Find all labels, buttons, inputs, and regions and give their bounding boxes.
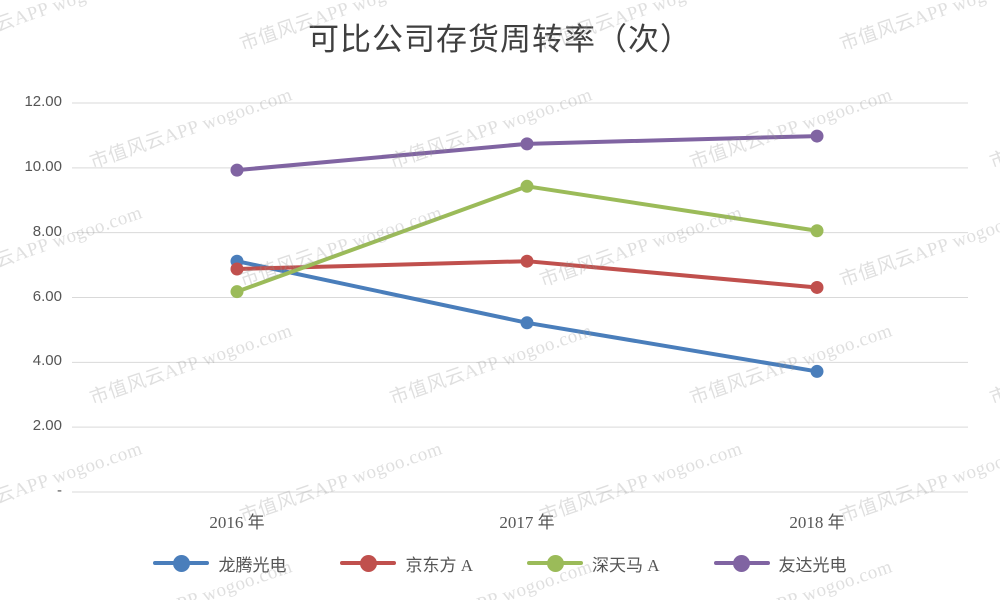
data-point	[230, 285, 244, 299]
legend-item-1[interactable]: 龙腾光电	[153, 551, 286, 576]
y-tick-label: -	[57, 482, 62, 499]
chart-title: 可比公司存货周转率（次）	[308, 22, 692, 57]
legend-dot-icon	[546, 554, 564, 572]
data-point	[520, 179, 534, 193]
legend-dot-icon	[172, 554, 190, 572]
data-point	[810, 129, 824, 143]
y-tick-label: 2.00	[32, 417, 62, 435]
data-point	[810, 280, 824, 294]
chart-legend: 龙腾光电 京东方 A 深天马 A 友达光电	[0, 543, 1000, 583]
y-tick-label: 4.00	[32, 352, 62, 370]
legend-marker	[153, 554, 210, 572]
legend-label: 友达光电	[778, 555, 847, 575]
data-point	[230, 163, 244, 177]
y-tick-label: 6.00	[32, 287, 62, 305]
y-tick-label: 8.00	[32, 222, 62, 240]
legend-item-2[interactable]: 京东方 A	[340, 551, 473, 576]
legend-marker	[713, 554, 770, 572]
data-point	[810, 364, 824, 378]
legend-item-3[interactable]: 深天马 A	[527, 551, 660, 576]
x-tick-label: 2016 年	[209, 513, 265, 532]
x-tick-label: 2018 年	[789, 513, 845, 532]
data-point	[810, 224, 824, 238]
data-point	[230, 262, 244, 276]
legend-marker	[527, 554, 583, 572]
y-tick-label: 12.00	[24, 93, 62, 110]
legend-dot-icon	[359, 554, 377, 572]
series-line-3	[235, 184, 819, 294]
x-tick-label: 2017 年	[499, 513, 555, 532]
legend-label: 深天马 A	[592, 555, 660, 575]
data-point	[520, 316, 534, 330]
data-point	[520, 137, 534, 151]
data-point	[520, 254, 534, 268]
legend-label: 京东方 A	[405, 555, 473, 575]
legend-label: 龙腾光电	[218, 555, 287, 575]
legend-item-4[interactable]: 友达光电	[713, 551, 847, 576]
y-tick-label: 10.00	[24, 157, 62, 175]
legend-dot-icon	[733, 554, 751, 572]
legend-marker	[340, 554, 397, 572]
